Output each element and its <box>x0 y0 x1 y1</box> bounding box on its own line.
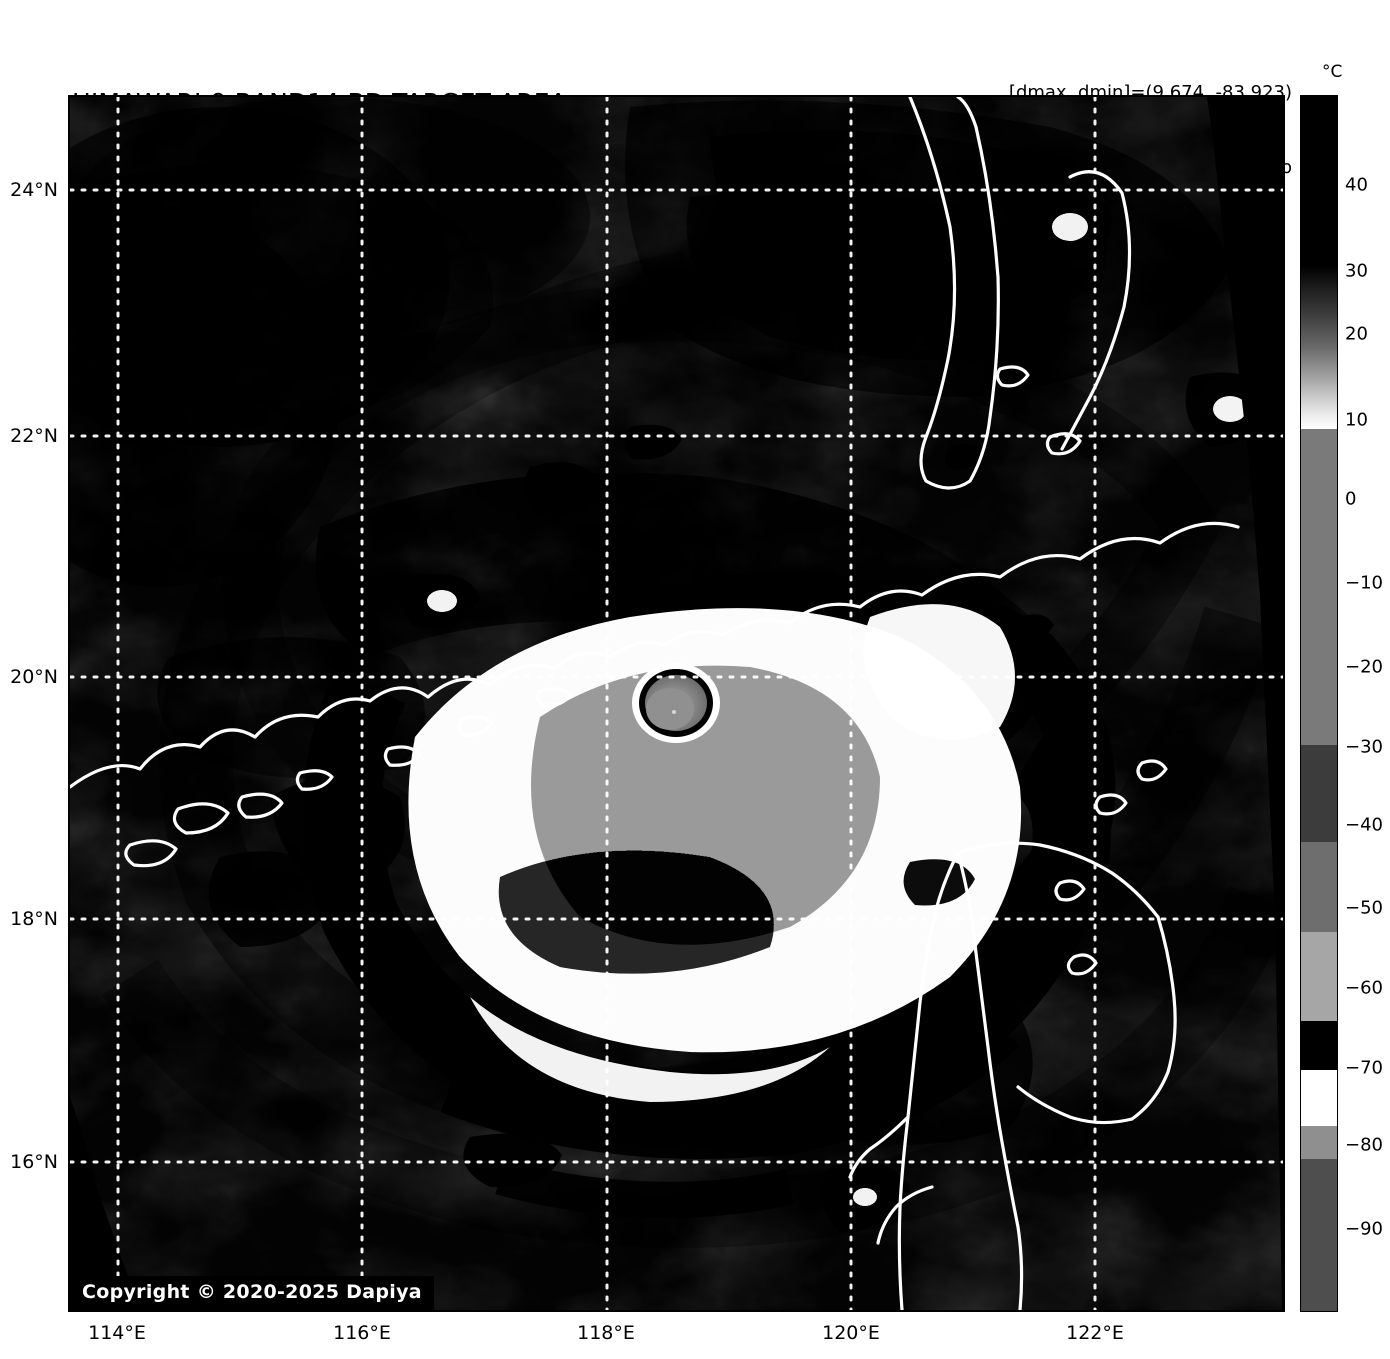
x-axis-tick-label: 114°E <box>88 1322 146 1344</box>
colorbar-tick-label: 20 <box>1345 323 1368 345</box>
y-axis-tick-text: 20°N <box>10 666 58 688</box>
y-axis-tick-text: 16°N <box>10 1151 58 1173</box>
x-axis-tick-label: 118°E <box>577 1322 635 1344</box>
colorbar-tick-label: 10 <box>1345 409 1368 431</box>
colorbar-tick-label: −70 <box>1345 1057 1383 1079</box>
copyright-notice: Copyright © 2020-2025 Dapiya <box>70 1276 434 1310</box>
colorbar-tick-label: 40 <box>1345 174 1368 196</box>
colorbar-band <box>1301 1069 1337 1127</box>
colorbar-band <box>1301 1020 1337 1070</box>
colorbar-tick-label: −60 <box>1345 977 1383 999</box>
colorbar-band <box>1301 96 1337 267</box>
temperature-colorbar <box>1300 95 1338 1312</box>
y-axis-tick-label: 18°N <box>10 908 106 930</box>
y-axis-tick-label: 22°N <box>10 425 106 447</box>
y-axis-tick-label: 20°N <box>10 666 106 688</box>
colorbar-band <box>1301 1158 1337 1311</box>
colorbar-tick-label: 0 <box>1345 488 1357 510</box>
lat-lon-graticule <box>70 97 1283 1310</box>
colorbar-tick-label: −50 <box>1345 897 1383 919</box>
coastline-overlay <box>70 97 1240 1310</box>
colorbar-tick-label: −40 <box>1345 814 1383 836</box>
colorbar-unit-label: °C <box>1322 62 1343 82</box>
satellite-imagery-panel: Copyright © 2020-2025 Dapiya <box>68 95 1285 1312</box>
colorbar-tick-label: −20 <box>1345 656 1383 678</box>
colorbar-tick-label: −90 <box>1345 1218 1383 1240</box>
colorbar-band <box>1301 266 1337 429</box>
y-axis-tick-text: 24°N <box>10 179 58 201</box>
colorbar-band <box>1301 931 1337 1021</box>
colorbar-band <box>1301 428 1337 746</box>
colorbar-band <box>1301 1126 1337 1159</box>
colorbar-tick-label: −30 <box>1345 736 1383 758</box>
typhoon-eye <box>632 663 720 743</box>
colorbar-tick-label: 30 <box>1345 260 1368 282</box>
colorbar-band <box>1301 842 1337 932</box>
x-axis-tick-label: 116°E <box>333 1322 391 1344</box>
y-axis-tick-text: 22°N <box>10 425 58 447</box>
colorbar-band <box>1301 745 1337 843</box>
x-axis-tick-label: 120°E <box>822 1322 880 1344</box>
y-axis-tick-label: 16°N <box>10 1151 106 1173</box>
colorbar-tick-label: −10 <box>1345 572 1383 594</box>
ir-satellite-raster <box>70 97 1283 1310</box>
y-axis-tick-label: 24°N <box>10 179 106 201</box>
colorbar-tick-label: −80 <box>1345 1134 1383 1156</box>
y-axis-tick-text: 18°N <box>10 908 58 930</box>
x-axis-tick-label: 122°E <box>1066 1322 1124 1344</box>
